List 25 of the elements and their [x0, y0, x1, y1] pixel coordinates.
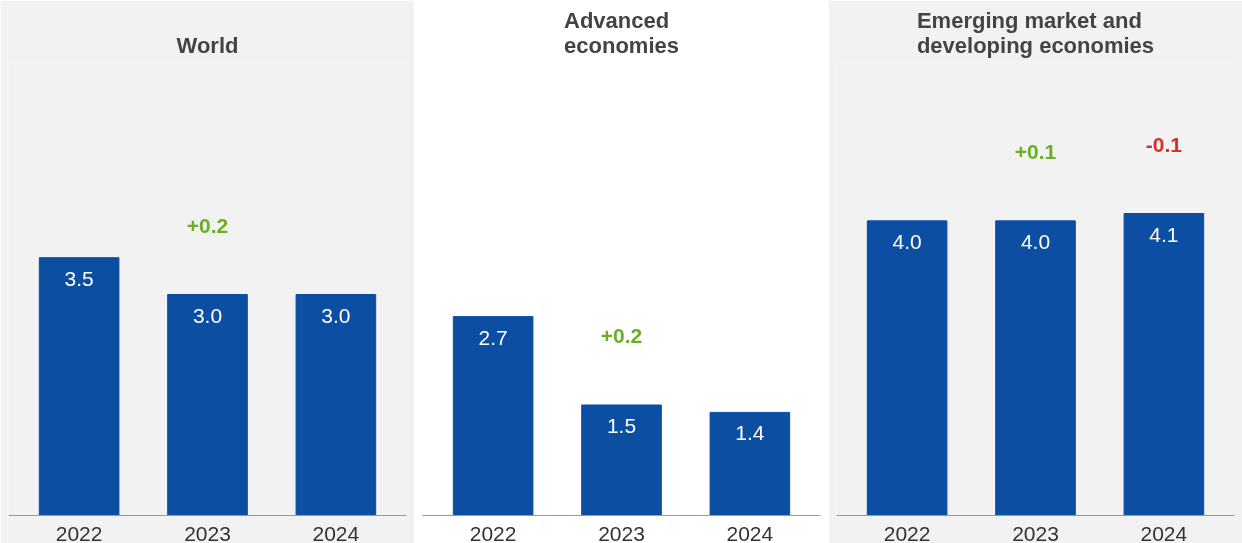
- x-tick-label: 2023: [1012, 521, 1059, 543]
- data-label: 1.4: [735, 421, 765, 445]
- data-label: 4.0: [892, 229, 922, 253]
- data-label: 3.5: [64, 266, 94, 290]
- data-label: 3.0: [321, 303, 351, 327]
- x-tick-label: 2022: [469, 521, 517, 543]
- annotation: -0.1: [1145, 132, 1183, 156]
- x-tick-label: 2024: [1140, 521, 1188, 543]
- annotation: +0.1: [1014, 140, 1057, 164]
- annotation: +0.2: [186, 213, 229, 237]
- x-tick-label: 2023: [598, 521, 645, 543]
- x-tick-label: 2024: [312, 521, 360, 543]
- x-tick-label: 2022: [883, 521, 931, 543]
- data-label: 4.1: [1149, 222, 1179, 246]
- x-tick-label: 2023: [184, 521, 231, 543]
- data-label: 1.5: [606, 414, 637, 438]
- chart-title: Emerging market and developing economies: [916, 7, 1155, 58]
- x-tick-label: 2022: [55, 521, 103, 543]
- data-label: 2.7: [478, 325, 508, 349]
- data-label: 3.0: [192, 303, 223, 327]
- chart-title: Advanced economies: [564, 7, 679, 58]
- data-label: 4.0: [1020, 229, 1051, 253]
- x-tick-label: 2024: [726, 521, 774, 543]
- annotation: +0.2: [600, 324, 643, 348]
- chart-title: World: [176, 32, 239, 58]
